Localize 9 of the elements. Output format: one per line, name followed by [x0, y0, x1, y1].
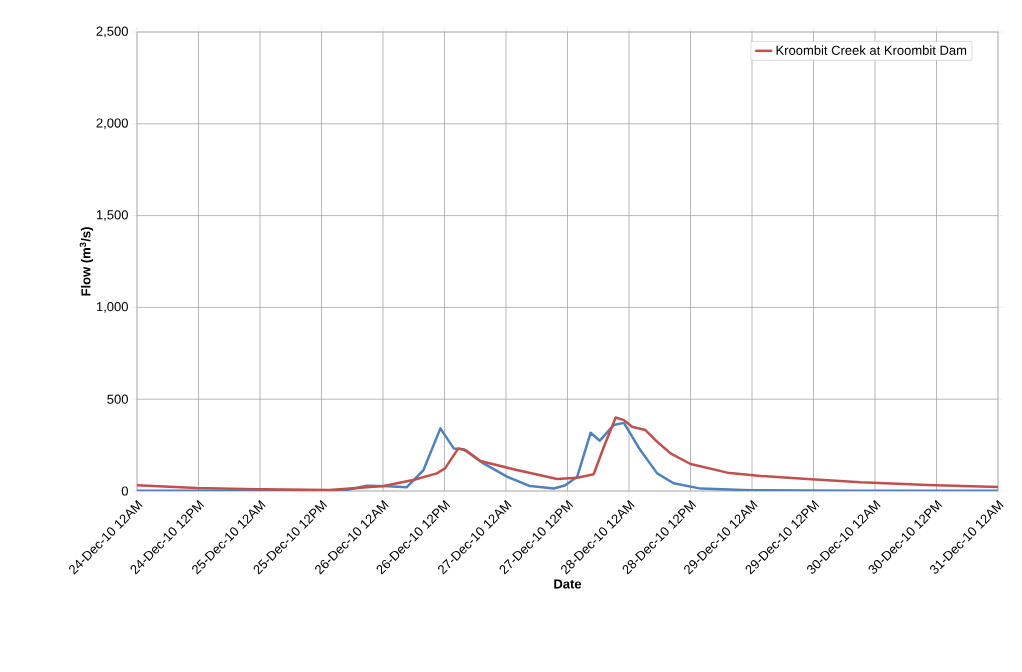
y-tick-label: 2,000 [96, 118, 128, 130]
y-tick-label: 2,500 [96, 26, 128, 38]
y-tick-label: 1,000 [96, 302, 128, 313]
y-axis-title: Flow (m$^{3}$/s) [79, 227, 94, 296]
legend-label: Kroombit Creek at Kroombit Dam [776, 45, 967, 55]
x-axis-title: Date [554, 579, 582, 589]
y-tick-label: 1,500 [96, 210, 128, 221]
y-tick-label: 0 [121, 486, 128, 496]
y-tick-label: 500 [107, 394, 128, 404]
